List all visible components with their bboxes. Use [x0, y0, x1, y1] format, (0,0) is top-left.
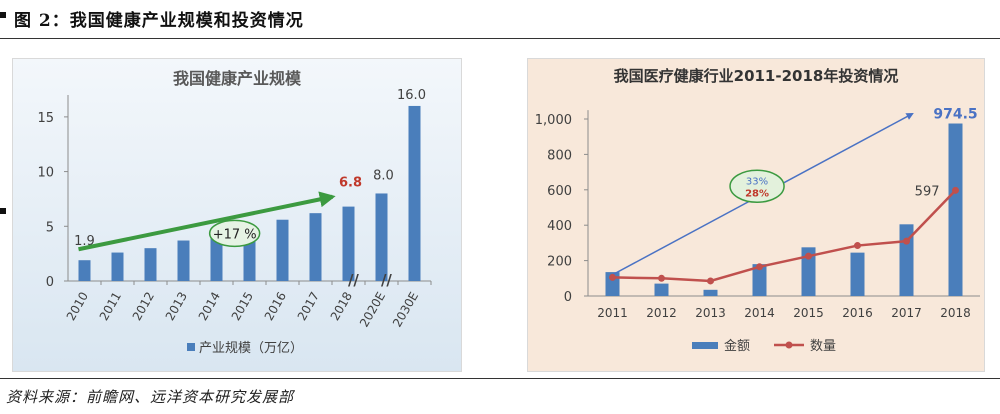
y-tick-label: 15: [37, 111, 54, 126]
line-point: [756, 263, 763, 271]
x-tick-label: 2012: [646, 306, 677, 320]
data-label: 597: [915, 184, 940, 199]
chart-title: 我国健康产业规模: [173, 69, 302, 88]
axis-break-marker: //: [348, 271, 359, 289]
bullet-mark: [0, 12, 6, 18]
data-label: 974.5: [933, 107, 977, 123]
growth-arrow: [78, 191, 336, 252]
industry-scale-panel: 我国健康产业规模 0 5 10 15 2010 2011 2012 2013 2014 2015 20…: [12, 58, 462, 372]
x-tick-label: 2011: [597, 306, 628, 320]
bar: [408, 105, 421, 281]
growth-annotation-top: 33%: [746, 176, 768, 187]
line-point: [658, 274, 665, 282]
legend-swatch: [187, 343, 195, 351]
y-tick-label: 1,000: [535, 113, 572, 128]
y-tick-label: 5: [46, 220, 54, 235]
y-tick-label: 200: [547, 255, 572, 270]
bar: [752, 264, 767, 296]
bar: [703, 289, 718, 296]
data-label: 6.8: [339, 176, 362, 191]
bar: [654, 283, 669, 296]
growth-annotation-bubble: [208, 219, 261, 248]
legend-label: 产业规模（万亿）: [199, 341, 303, 356]
investment-chart: 我国医疗健康行业2011-2018年投资情况 0 200 400 600 800 1,000…: [528, 59, 984, 371]
legend-label: 金额: [724, 338, 750, 354]
line-point: [805, 252, 812, 260]
line-point: [609, 273, 616, 281]
bar: [850, 252, 865, 296]
axis-break-marker: //: [381, 271, 392, 289]
chart2-background: [528, 59, 984, 371]
bar: [111, 252, 124, 281]
bullet-mark: [0, 208, 6, 214]
y-tick-label: 600: [547, 184, 572, 199]
bar: [309, 213, 322, 281]
bar: [801, 247, 816, 296]
y-tick-label: 10: [37, 166, 54, 181]
y-tick-label: 0: [46, 275, 54, 290]
data-label: 16.0: [397, 88, 426, 103]
bar: [78, 260, 91, 281]
line-point: [854, 242, 861, 250]
bar: [375, 193, 388, 281]
growth-annotation-text: +17 %: [213, 227, 257, 242]
line-point: [707, 277, 714, 285]
growth-annotation-bubble: [729, 169, 785, 204]
bottom-divider: [0, 378, 1000, 379]
source-note: 资料来源：前瞻网、远洋资本研究发展部: [6, 388, 295, 406]
chart-title: 我国医疗健康行业2011-2018年投资情况: [614, 67, 899, 85]
x-tick-label: 2017: [891, 306, 922, 320]
x-tick-label: 2013: [695, 306, 726, 320]
legend-label: 数量: [810, 339, 836, 354]
legend-marker: [785, 341, 793, 349]
y-tick-label: 800: [547, 148, 572, 163]
legend-swatch: [692, 342, 718, 349]
bar: [342, 206, 355, 281]
x-tick-label: 2015: [793, 306, 824, 320]
line-point: [903, 237, 910, 245]
line-point: [952, 186, 959, 194]
x-tick-label: 2014: [744, 306, 775, 320]
figure-title: 图 2：我国健康产业规模和投资情况: [14, 11, 304, 31]
bar: [948, 123, 963, 297]
investment-panel: 我国医疗健康行业2011-2018年投资情况 0 200 400 600 800 1,000…: [527, 58, 985, 372]
growth-annotation-bottom: 28%: [745, 188, 769, 199]
x-tick-label: 2016: [842, 306, 873, 320]
data-label: 8.0: [373, 168, 394, 183]
top-divider: [0, 38, 1000, 39]
count-line: [612, 189, 957, 283]
y-tick-label: 0: [564, 290, 572, 305]
bar: [177, 240, 190, 281]
bar: [144, 248, 157, 281]
x-tick-label: 2018: [940, 306, 971, 320]
y-tick-label: 400: [547, 219, 572, 234]
bar: [276, 219, 289, 281]
